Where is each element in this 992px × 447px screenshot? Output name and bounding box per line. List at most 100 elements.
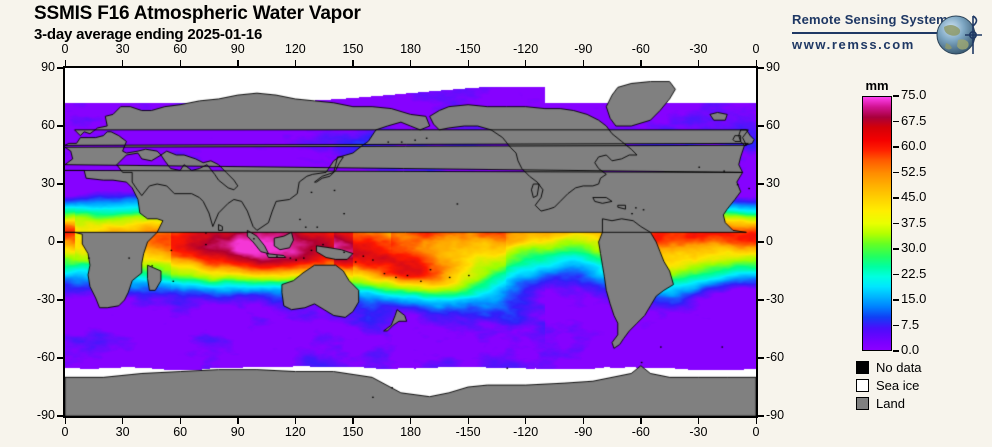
x-tick-bot	[352, 418, 354, 424]
colorbar[interactable]	[862, 96, 892, 351]
x-tick-top	[237, 60, 239, 66]
map-plot-area[interactable]	[63, 66, 758, 418]
legend-label: Sea ice	[876, 377, 920, 393]
x-tick-top	[525, 60, 527, 66]
x-tick-label: 90	[230, 42, 245, 56]
y-tick-label: 0	[766, 234, 773, 248]
x-tick-label: -30	[689, 425, 708, 439]
y-tick-label: 0	[48, 234, 55, 248]
y-tick-left	[57, 67, 63, 69]
x-tick-top	[697, 60, 700, 66]
colorbar-tick-label: 75.0	[901, 87, 927, 102]
colorbar-gradient	[862, 96, 892, 351]
x-tick-bot	[410, 418, 412, 424]
category-legend: No data Sea ice Land	[856, 359, 922, 413]
x-tick-label: 90	[230, 425, 245, 439]
legend-swatch	[856, 360, 869, 374]
x-tick-top	[352, 60, 354, 66]
colorbar-tick-label: 30.0	[901, 240, 927, 255]
x-tick-label: -30	[689, 42, 708, 56]
x-tick-top	[467, 60, 469, 66]
x-tick-label: 120	[284, 425, 306, 439]
legend-item: Land	[856, 395, 922, 411]
remss-logo[interactable]: Remote Sensing Systems www.remss.com	[792, 10, 982, 62]
x-tick-label: -120	[513, 42, 539, 56]
x-tick-label: 0	[752, 425, 760, 439]
colorbar-tick	[893, 273, 899, 276]
logo-line2: www.remss.com	[792, 37, 915, 52]
colorbar-tick	[893, 248, 899, 250]
x-tick-bot	[237, 418, 239, 424]
y-tick-left	[57, 357, 63, 359]
colorbar-tick	[893, 299, 899, 301]
x-tick-label: -60	[631, 425, 650, 439]
y-tick-label: 60	[766, 118, 780, 132]
globe-crosshair-icon	[936, 15, 982, 55]
y-tick-left	[57, 241, 63, 243]
x-tick-bot	[294, 418, 297, 424]
y-tick-label: -30	[36, 292, 55, 306]
x-tick-top	[179, 60, 181, 66]
y-tick-right	[758, 357, 764, 359]
x-tick-top	[640, 60, 642, 66]
x-tick-bot	[755, 418, 757, 424]
colorbar-tick-label: 22.5	[901, 265, 927, 281]
y-tick-right	[758, 67, 764, 69]
x-tick-bot	[122, 418, 124, 424]
y-tick-left	[57, 183, 63, 185]
colorbar-tick	[893, 324, 899, 327]
colorbar-tick-label: 0.0	[901, 342, 920, 357]
y-tick-right	[758, 183, 764, 185]
colorbar-tick	[893, 95, 899, 97]
x-tick-label: 150	[342, 42, 364, 56]
x-tick-bot	[697, 418, 700, 424]
y-tick-left	[57, 299, 63, 301]
x-tick-label: 0	[752, 42, 760, 56]
x-tick-label: 0	[61, 425, 69, 439]
x-tick-label: -150	[455, 425, 481, 439]
x-tick-top	[582, 60, 585, 66]
colorbar-tick-label: 15.0	[901, 291, 927, 306]
y-tick-label: 90	[766, 60, 780, 74]
x-tick-label: 180	[400, 425, 421, 439]
legend-label: Land	[876, 395, 905, 411]
x-tick-bot	[582, 418, 585, 424]
page-title: SSMIS F16 Atmospheric Water Vapor	[34, 3, 361, 24]
y-tick-label: 30	[766, 176, 780, 190]
legend-item: No data	[856, 359, 922, 375]
x-tick-label: 30	[115, 42, 130, 56]
x-tick-label: 60	[173, 42, 188, 56]
colorbar-tick-label: 60.0	[901, 138, 927, 153]
y-tick-label: -60	[36, 350, 55, 364]
y-tick-label: -90	[766, 408, 785, 422]
legend-label: No data	[876, 359, 922, 375]
colorbar-tick	[893, 197, 899, 199]
y-tick-label: -90	[36, 408, 55, 422]
legend-swatch	[856, 378, 869, 392]
colorbar-unit-label: mm	[865, 78, 889, 93]
x-tick-label: 180	[400, 42, 421, 56]
x-tick-top	[410, 60, 412, 66]
colorbar-tick	[893, 120, 899, 123]
colorbar-tick	[893, 222, 899, 225]
x-tick-top	[755, 60, 757, 66]
x-tick-label: -90	[574, 425, 593, 439]
x-tick-top	[64, 60, 66, 66]
x-tick-label: 120	[284, 42, 306, 56]
x-tick-label: -120	[513, 425, 539, 439]
x-tick-bot	[64, 418, 66, 424]
x-tick-label: 0	[61, 42, 69, 56]
colorbar-tick	[893, 146, 899, 148]
colorbar-tick	[893, 171, 899, 174]
logo-line1: Remote Sensing Systems	[792, 12, 956, 27]
y-tick-label: -60	[766, 350, 785, 364]
y-tick-label: 90	[41, 60, 55, 74]
x-tick-bot	[640, 418, 642, 424]
colorbar-tick	[893, 350, 899, 352]
page-subtitle: 3-day average ending 2025-01-16	[34, 26, 263, 43]
colorbar-tick-label: 45.0	[901, 189, 927, 204]
y-tick-left	[57, 415, 63, 417]
x-tick-top	[122, 60, 124, 66]
y-tick-label: 60	[41, 118, 55, 132]
